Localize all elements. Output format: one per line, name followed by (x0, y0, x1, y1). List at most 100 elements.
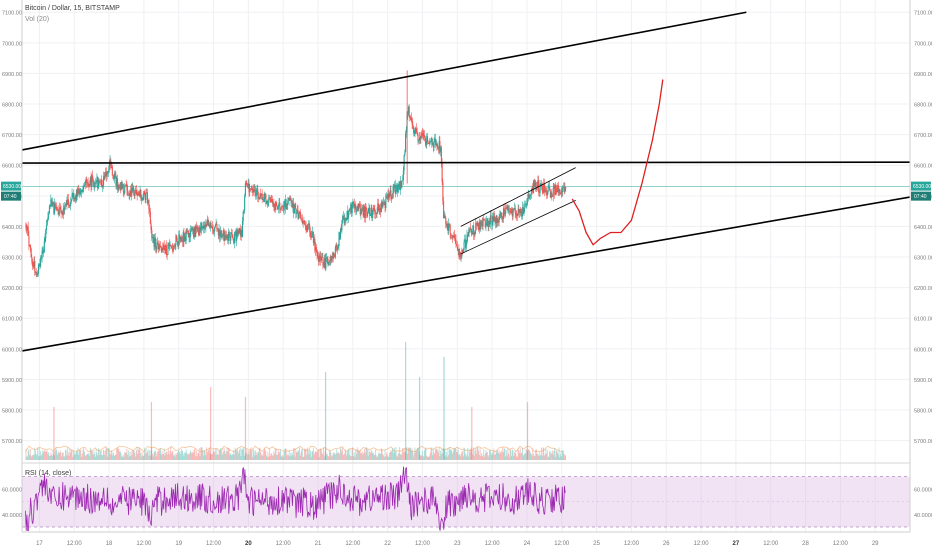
volume-bar (188, 454, 190, 460)
candle-body (173, 245, 175, 250)
horizontal-resistance-line[interactable] (21, 161, 911, 164)
rsi-tick-label-right: 60.0000 (914, 488, 932, 494)
candle-body (187, 230, 189, 238)
candle-body (514, 208, 516, 214)
volume-bar (75, 450, 77, 460)
candle-body (31, 257, 33, 262)
candle-body (554, 184, 557, 195)
volume-bar (342, 454, 344, 460)
candle-body (168, 243, 170, 247)
volume-bar (318, 449, 319, 460)
volume-bar (192, 451, 194, 460)
volume-bar (421, 451, 423, 460)
volume-bar (52, 451, 54, 460)
volume-bar (535, 449, 537, 460)
candle-body (518, 208, 520, 213)
volume-bar (413, 456, 414, 460)
volume-bar (405, 447, 407, 460)
candle-body (515, 213, 517, 215)
volume-bar (417, 448, 419, 460)
candle-body (312, 231, 314, 243)
volume-bar (531, 455, 533, 460)
volume-bar (361, 451, 363, 460)
volume-bar (92, 451, 93, 460)
volume-bar (413, 453, 415, 460)
candle-body (310, 236, 312, 238)
volume-bar (489, 449, 491, 460)
volume-bar (125, 452, 127, 460)
volume-bar (427, 456, 429, 460)
volume-bar (64, 449, 66, 460)
candle-body (513, 208, 516, 209)
candle-body (546, 190, 548, 196)
candle-body (129, 190, 131, 196)
projection-path[interactable] (571, 79, 664, 246)
volume-bar (409, 447, 411, 460)
candle-body (484, 219, 486, 221)
candle-body (70, 199, 72, 202)
volume-bar (519, 453, 521, 460)
rsi-indicator-label[interactable]: RSI (14, close) (25, 470, 72, 477)
small-channel-lower[interactable] (460, 200, 576, 255)
candle-body (562, 186, 565, 188)
candle-body (81, 189, 83, 193)
volume-bar (64, 456, 66, 460)
candle-body (420, 135, 422, 140)
volume-bar (332, 453, 334, 460)
volume-bar (394, 452, 396, 460)
candle-body (238, 230, 240, 233)
volume-bar (447, 448, 449, 460)
candle-body (184, 236, 187, 241)
volume-bar (471, 449, 473, 460)
volume-bar (399, 447, 401, 460)
candle-body (237, 230, 239, 236)
candle-body (119, 186, 121, 188)
candle-body (51, 202, 53, 206)
y-tick-label-left: 6100.00 (2, 317, 22, 323)
symbol-title[interactable]: Bitcoin / Dollar, 15, BITSTAMP (25, 5, 120, 12)
volume-bar (271, 453, 273, 460)
volume-bar (301, 448, 303, 460)
volume-bar (504, 449, 506, 460)
volume-bar (253, 451, 255, 460)
volume-bar (379, 453, 381, 460)
candle-body (407, 113, 409, 116)
volume-indicator-label[interactable]: Vol (20) (25, 16, 50, 23)
candle-body (149, 208, 151, 212)
volume-bar (232, 454, 234, 460)
candle-body (97, 179, 99, 189)
candle-body (341, 220, 343, 231)
x-tick-label: 21 (315, 541, 322, 547)
candle-body (473, 234, 475, 236)
candle-body (495, 215, 497, 224)
volume-bar (182, 453, 184, 460)
candle-body (127, 194, 129, 196)
volume-bar (199, 455, 201, 460)
candle-body (533, 180, 535, 188)
candle-body (396, 184, 398, 191)
candle-body (132, 186, 135, 193)
x-tick-label: 12:00 (276, 541, 292, 547)
upper-channel-line[interactable] (21, 11, 747, 151)
candle-body (78, 189, 80, 195)
volume-bar (211, 453, 213, 460)
candle-body (154, 237, 156, 247)
candle-body (564, 187, 566, 192)
lower-channel-line[interactable] (21, 196, 911, 352)
candle-body (500, 212, 502, 215)
volume-bar (298, 451, 300, 460)
candle-body (291, 202, 293, 208)
volume-bar (156, 456, 158, 460)
candle-body (122, 183, 124, 192)
drawn-trendlines[interactable] (21, 11, 911, 352)
candle-body (27, 226, 29, 236)
volume-bar (168, 454, 170, 460)
candle-body (104, 175, 106, 179)
candle-body (77, 188, 79, 197)
small-channel-upper[interactable] (460, 167, 576, 227)
volume-bar (54, 450, 56, 460)
volume-bar (514, 450, 516, 460)
candle-body (394, 184, 396, 194)
